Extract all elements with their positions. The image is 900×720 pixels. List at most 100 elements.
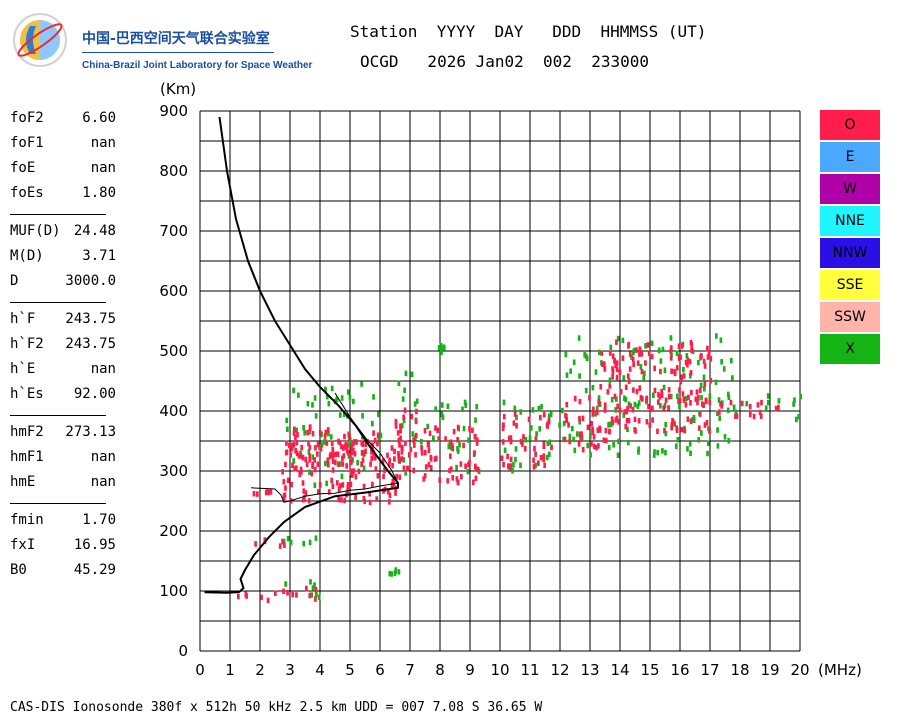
echo-point (311, 454, 315, 460)
echo-point (706, 345, 709, 352)
echo-point (627, 343, 630, 349)
echo-point (311, 463, 314, 469)
param-name: D (10, 273, 19, 289)
echo-point (523, 445, 527, 452)
x-tick-label: 5 (345, 661, 355, 679)
param-name: h`F (10, 311, 36, 327)
echo-point (599, 383, 603, 390)
param-row: h`F 243.75 (10, 309, 120, 334)
echo-point (528, 435, 532, 441)
echo-point (685, 361, 689, 368)
echo-point (284, 485, 287, 491)
echo-point (548, 439, 552, 446)
param-value: 16.95 (73, 537, 116, 553)
echo-point (640, 396, 644, 402)
echo-point (624, 396, 628, 403)
echo-point (613, 358, 616, 364)
echo-point (448, 467, 452, 474)
echo-point (615, 416, 619, 422)
echo-point (327, 400, 331, 407)
echo-point (731, 375, 734, 381)
echo-point (588, 395, 591, 401)
x-tick-label: 13 (580, 661, 599, 679)
echo-point (266, 597, 270, 604)
echo-point (699, 382, 703, 389)
echo-point (410, 371, 414, 378)
echo-point (464, 402, 468, 409)
echo-point (777, 404, 780, 411)
echo-point (583, 352, 587, 358)
echo-point (729, 399, 733, 406)
legend-item: E (820, 142, 880, 172)
echo-point (474, 475, 478, 482)
echo-point (388, 457, 391, 464)
echo-point (577, 441, 581, 447)
echo-point (383, 467, 386, 474)
echo-point (393, 448, 396, 455)
echo-point (406, 466, 410, 472)
echo-point (434, 406, 437, 412)
echo-point (558, 422, 561, 428)
echo-point (645, 397, 648, 403)
echo-point (350, 449, 354, 456)
echo-point (610, 416, 614, 422)
param-row: h`F2 243.75 (10, 334, 120, 359)
echo-point (313, 466, 317, 473)
echo-point (318, 429, 322, 436)
echo-point (285, 449, 289, 455)
param-value: nan (90, 449, 116, 465)
echo-point (628, 366, 632, 372)
echo-point (621, 337, 625, 344)
echo-point (316, 461, 320, 468)
echo-point (424, 464, 428, 470)
param-row: B0 45.29 (10, 560, 120, 585)
param-row: foE nan (10, 158, 120, 183)
param-value: 243.75 (65, 336, 116, 352)
echo-point (400, 449, 404, 455)
echo-point (703, 422, 707, 428)
echo-point (390, 571, 393, 577)
echo-point (401, 396, 405, 402)
echo-point (682, 396, 686, 403)
echo-point (709, 356, 713, 362)
echo-point (420, 445, 423, 451)
echo-point (707, 350, 711, 357)
echo-point (646, 342, 650, 348)
echo-point (717, 397, 721, 403)
echo-point (371, 481, 374, 488)
echo-point (398, 442, 401, 448)
echo-point (301, 480, 305, 486)
echo-point (640, 368, 644, 375)
echo-point (527, 416, 531, 423)
param-name: foF2 (10, 110, 44, 126)
echo-point (327, 430, 330, 437)
echo-point (288, 442, 291, 449)
echo-point (352, 468, 356, 474)
echo-point (644, 343, 647, 349)
x-tick-label: 0 (195, 661, 205, 679)
echo-point (626, 405, 629, 412)
echo-point (630, 354, 633, 360)
param-row: MUF(D) 24.48 (10, 221, 120, 246)
echo-point (680, 374, 684, 380)
echo-point (591, 426, 594, 433)
echo-point (601, 361, 604, 368)
echo-point (627, 401, 631, 407)
echo-point (594, 411, 597, 417)
echo-point (720, 400, 724, 406)
param-row: fmin 1.70 (10, 510, 120, 535)
param-name: MUF(D) (10, 223, 61, 239)
echo-point (463, 399, 467, 406)
echo-point (659, 368, 662, 375)
param-value: 243.75 (65, 311, 116, 327)
echo-point (311, 430, 315, 437)
echo-point (402, 457, 406, 463)
echo-point (308, 457, 312, 463)
echo-point (345, 463, 349, 469)
legend-item: NNW (820, 238, 880, 268)
echo-point (729, 357, 733, 364)
echo-point (361, 457, 365, 463)
echo-point (335, 396, 339, 402)
echo-point (547, 419, 551, 425)
echo-point (531, 407, 535, 413)
